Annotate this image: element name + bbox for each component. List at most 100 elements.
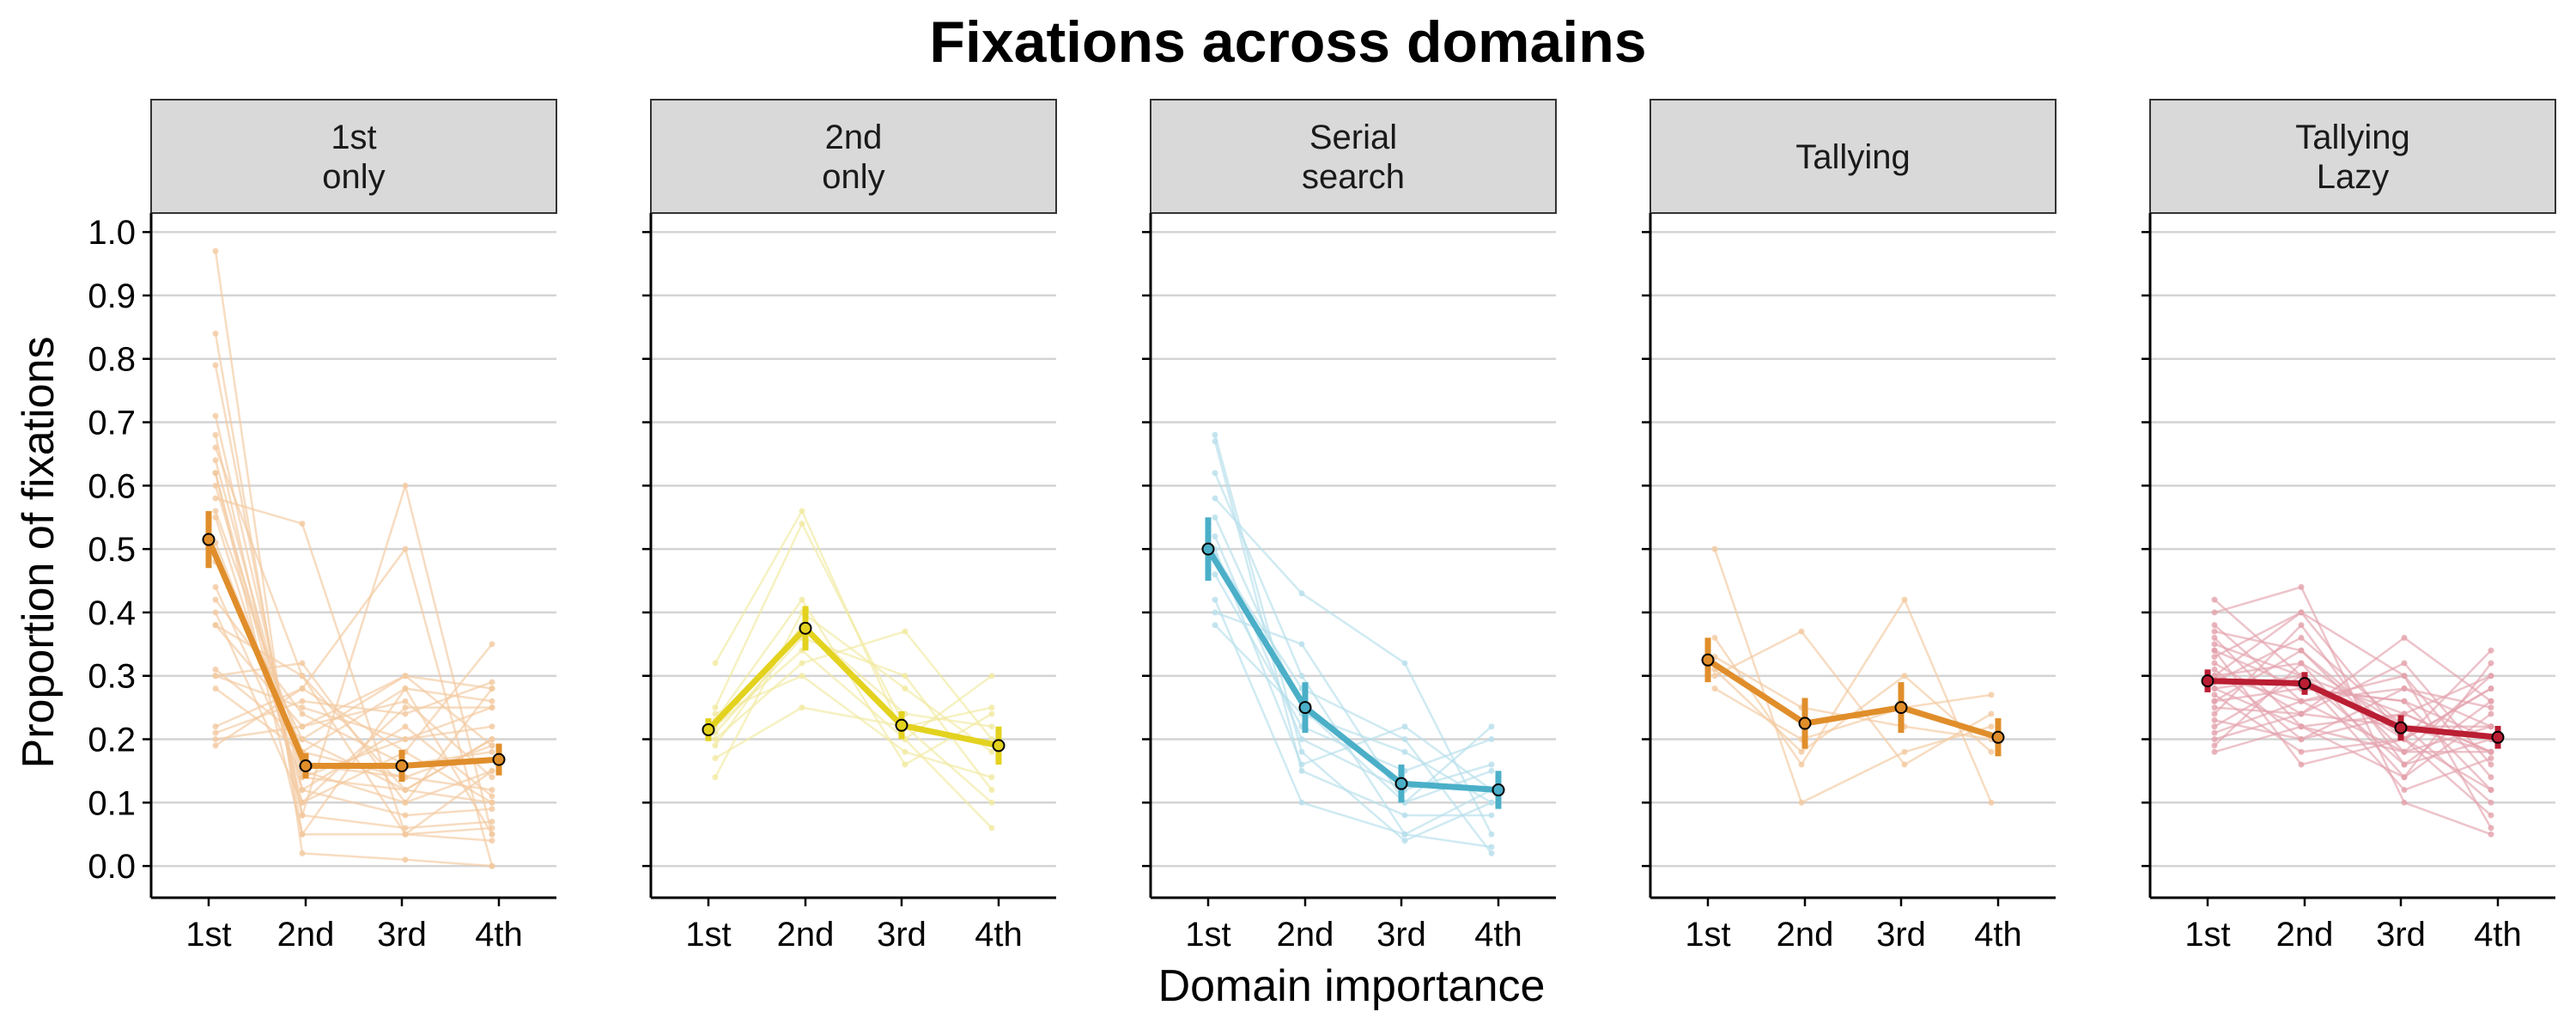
participant-point [2401,634,2408,641]
participant-line [714,674,993,778]
participant-point [2211,673,2218,680]
panel-1: 1stonly0.00.10.20.30.40.50.60.70.80.91.0… [88,99,557,954]
participant-point [2211,641,2218,648]
participant-point [2401,698,2408,704]
participant-line [1213,574,1492,772]
participant-point [988,787,995,794]
participant-point [1212,438,1218,445]
participant-point [1711,545,1718,552]
participant-point [299,685,306,692]
participant-line [2214,661,2492,753]
mean-point [299,759,313,773]
participant-point [212,330,219,337]
participant-point [489,641,495,648]
participant-line [214,586,493,779]
y-tick-label: 0.9 [88,277,136,315]
mean-point [395,759,409,773]
participant-point [489,818,495,825]
participant-point [212,742,219,749]
participant-point [2211,654,2218,661]
mean-point [1298,701,1312,715]
strip-box [150,99,557,214]
participant-point [2401,748,2408,755]
mean-point [1492,783,1505,797]
participant-point [2488,755,2494,762]
participant-line [214,472,493,805]
participant-point [1488,736,1495,743]
participant-point [212,736,219,743]
y-tick-label: 0.6 [88,467,136,505]
participant-point [988,736,995,743]
participant-point [299,521,306,527]
participant-point [489,799,495,806]
participant-line [1213,599,1492,836]
participant-point [1798,748,1805,755]
participant-point [1488,812,1495,819]
participant-point [2211,698,2218,704]
participant-point [799,596,805,603]
participant-point [489,793,495,800]
participant-point [1798,799,1805,806]
x-tick-label: 2nd [1777,916,1834,954]
participant-point [2488,673,2494,680]
participant-point [402,685,409,692]
participant-point [2488,660,2494,667]
strip-box [2149,99,2556,214]
participant-point [212,673,219,680]
participant-point [2298,622,2305,629]
participant-point [402,736,409,743]
x-tick-label: 3rd [877,916,927,954]
participant-point [1988,748,1995,755]
participant-line [214,485,493,804]
participant-line [1213,554,1492,855]
participant-point [402,545,409,552]
mean-point [2394,721,2408,734]
strip-label: Tallying [1795,138,1910,176]
participant-point [1212,609,1218,616]
participant-line [714,597,993,766]
participant-point [212,685,219,692]
x-tick-label: 2nd [1277,916,1334,954]
participant-point [1212,571,1218,578]
participant-line [1214,497,1493,835]
participant-point [1298,748,1305,755]
y-tick-label: 0.8 [88,341,136,379]
participant-point [299,799,306,806]
participant-point [1798,761,1805,768]
participant-point [2401,774,2408,781]
participant-point [489,685,495,692]
participant-point [489,774,495,781]
participant-point [1298,641,1305,648]
x-tick-label: 4th [1474,916,1522,954]
participant-line [2214,636,2492,741]
x-tick-label: 2nd [777,916,835,954]
participant-point [712,704,719,711]
participant-point [212,583,219,590]
participant-point [1988,723,1995,730]
participant-line [714,706,993,759]
participant-point [712,742,719,749]
participant-point [2211,596,2218,603]
participant-point [2211,704,2218,711]
participant-line [1213,472,1492,849]
participant-point [299,831,306,838]
participant-point [1298,761,1305,768]
mean-line [205,538,500,770]
participant-line [1214,624,1492,804]
mean-point [2298,677,2312,691]
strip-label: 2nd [825,119,883,156]
participant-point [2488,787,2494,794]
mean-point [2491,730,2505,744]
participant-line [1214,611,1492,804]
y-tick-label: 0.7 [88,405,136,442]
participant-point [712,736,719,743]
participant-line [714,649,993,741]
participant-point [1488,723,1495,730]
participant-point [2488,748,2494,755]
x-tick-label: 2nd [277,916,335,954]
participant-point [402,787,409,794]
participant-point [1901,673,1908,680]
